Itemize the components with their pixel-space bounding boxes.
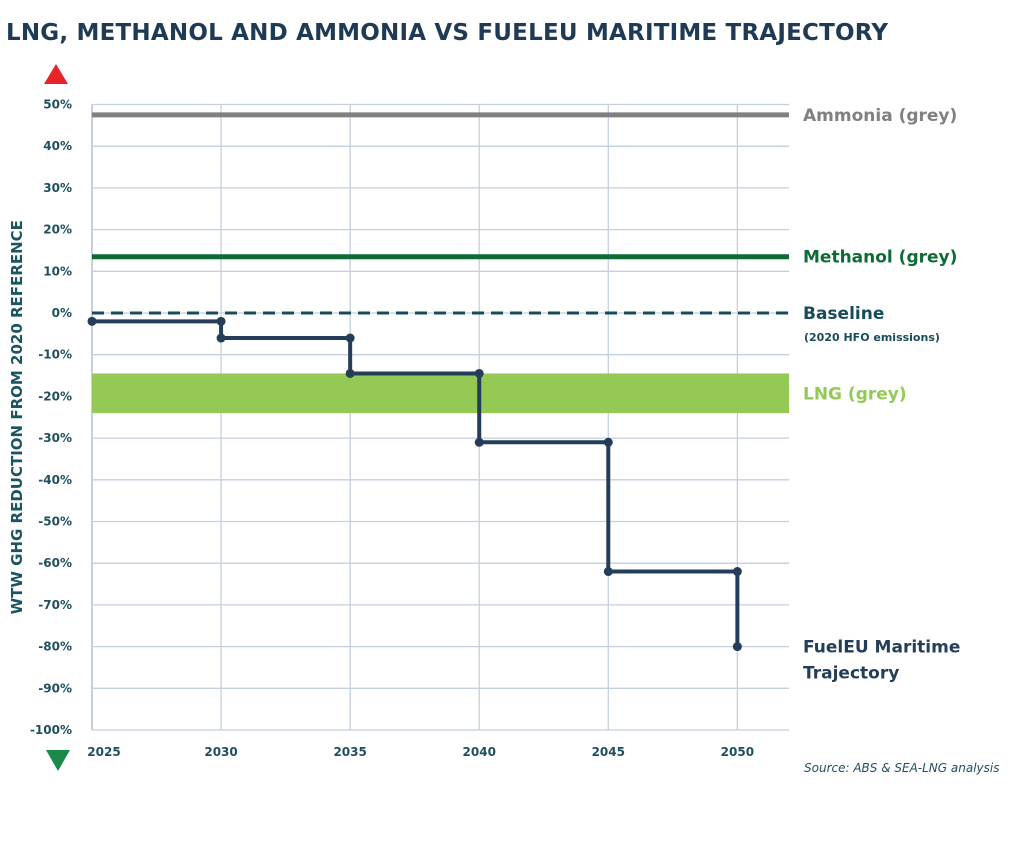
lng-grey-band	[92, 373, 789, 414]
fueleu-maritime-trajectory-point	[216, 333, 226, 343]
y-tick-label: -90%	[38, 681, 72, 695]
chart-title: LNG, METHANOL AND AMMONIA VS FUELEU MARI…	[6, 20, 889, 46]
y-tick-label: 20%	[43, 223, 72, 237]
y-axis-label: WTW GHG REDUCTION FROM 2020 REFERENCE	[8, 220, 26, 614]
methanol-grey-label: Methanol (grey)	[803, 248, 957, 268]
fueleu-maritime-trajectory-point	[603, 437, 613, 447]
y-tick-label: -60%	[38, 556, 72, 570]
y-tick-label: 10%	[43, 264, 72, 278]
baseline-sublabel: (2020 HFO emissions)	[804, 331, 940, 344]
x-tick-label: 2030	[204, 745, 237, 759]
up-arrow-icon	[44, 64, 68, 84]
x-tick-label: 2035	[333, 745, 366, 759]
fueleu-maritime-trajectory-label-line1: FuelEU Maritime	[803, 638, 960, 658]
x-tick-label: 2050	[721, 745, 754, 759]
x-tick-label: 2025	[87, 745, 120, 759]
y-tick-label: 30%	[43, 181, 72, 195]
fueleu-maritime-trajectory-point	[603, 567, 613, 577]
y-tick-label: 50%	[43, 98, 72, 112]
fueleu-maritime-trajectory-point	[732, 567, 742, 577]
fueleu-maritime-trajectory-label-line2: Trajectory	[803, 664, 899, 684]
fueleu-maritime-trajectory-point	[345, 368, 355, 378]
fueleu-maritime-trajectory-point	[474, 437, 484, 447]
y-tick-label: -30%	[38, 431, 72, 445]
y-tick-label: 40%	[43, 139, 72, 153]
source-note: Source: ABS & SEA-LNG analysis	[804, 761, 999, 775]
y-tick-label: -10%	[38, 348, 72, 362]
lng-grey-label: LNG (grey)	[803, 384, 907, 404]
y-tick-label: -80%	[38, 640, 72, 654]
fueleu-maritime-trajectory-point	[732, 642, 742, 652]
y-tick-label: -20%	[38, 389, 72, 403]
ammonia-grey-label: Ammonia (grey)	[803, 106, 957, 126]
fueleu-maritime-trajectory-point	[87, 316, 97, 326]
fueleu-maritime-trajectory-point	[345, 333, 355, 343]
fueleu-maritime-trajectory-line	[92, 319, 740, 647]
baseline-label: Baseline	[803, 304, 884, 324]
y-tick-label: 0%	[52, 306, 72, 320]
down-arrow-icon	[46, 750, 70, 771]
y-tick-label: -50%	[38, 515, 72, 529]
x-tick-label: 2040	[463, 745, 496, 759]
y-tick-label: -40%	[38, 473, 72, 487]
y-tick-label: -100%	[30, 723, 72, 737]
x-tick-label: 2045	[592, 745, 625, 759]
fueleu-maritime-trajectory-point	[216, 316, 226, 326]
y-tick-label: -70%	[38, 598, 72, 612]
fueleu-maritime-trajectory-point	[474, 368, 484, 378]
